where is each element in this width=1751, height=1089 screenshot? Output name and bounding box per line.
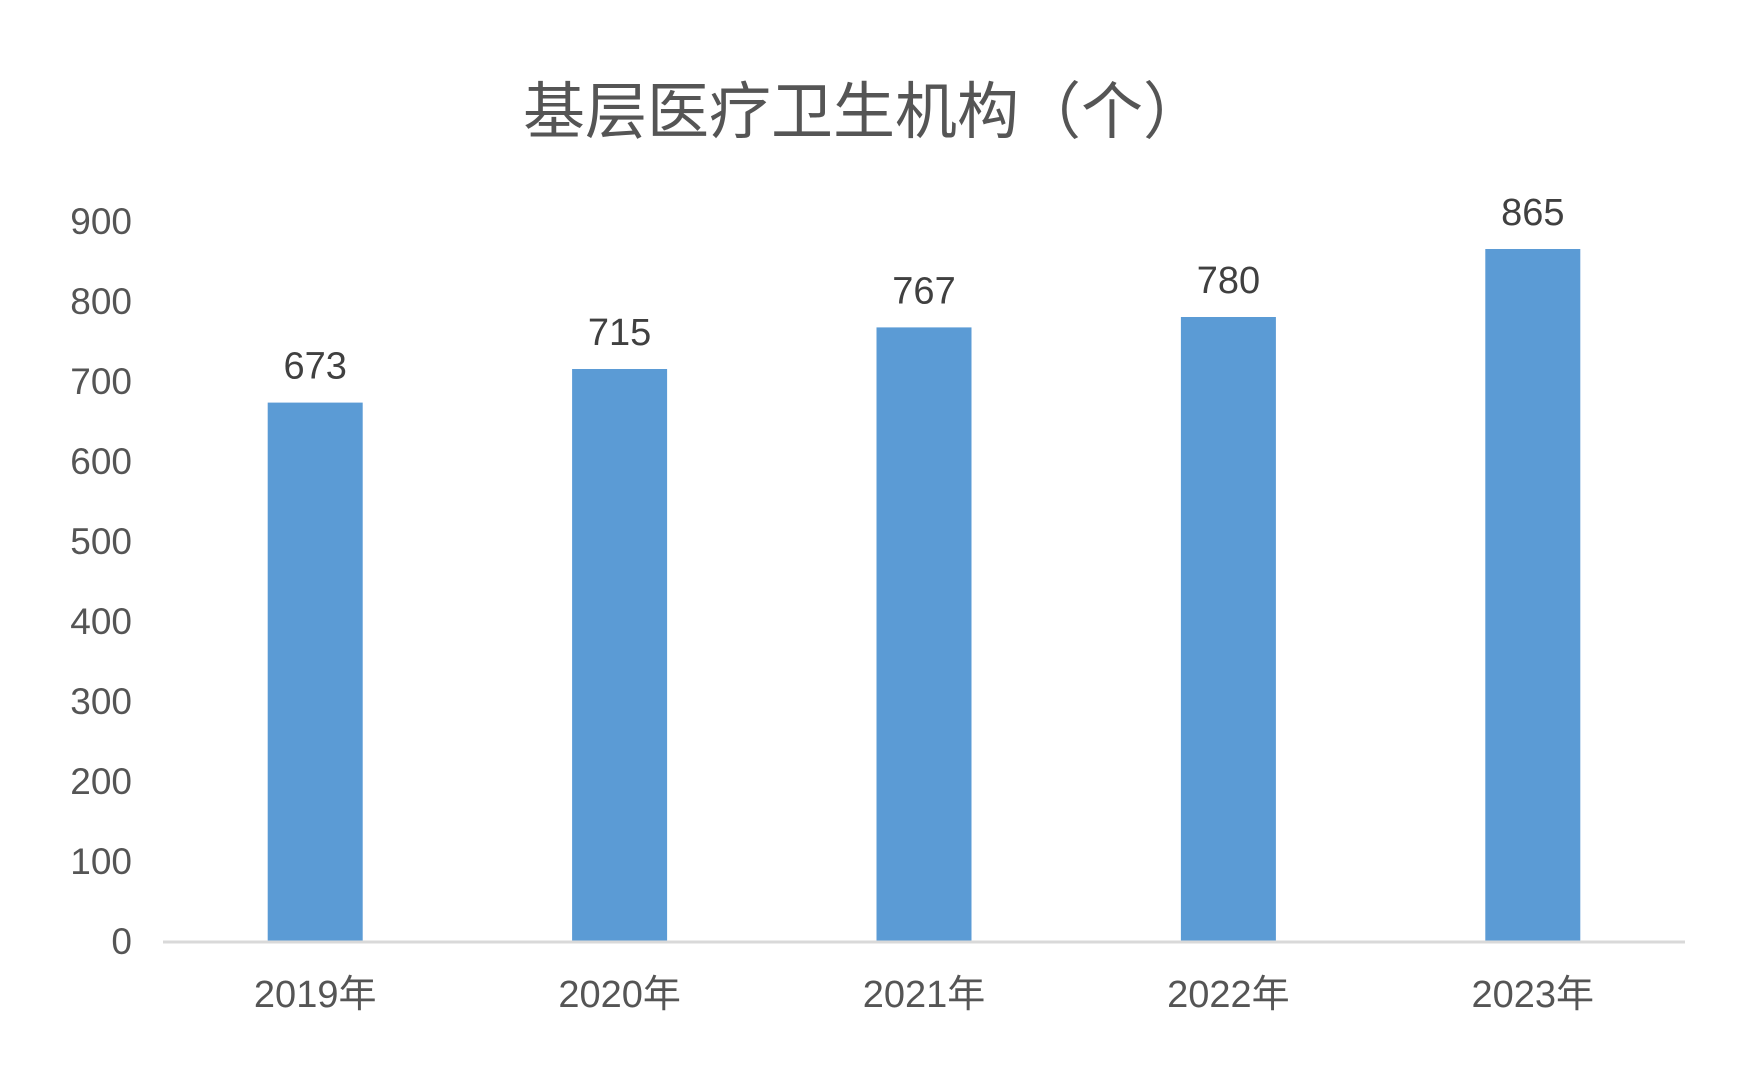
y-tick-label: 400 (70, 601, 132, 642)
y-tick-label: 0 (111, 921, 132, 962)
y-tick-label: 500 (70, 521, 132, 562)
y-tick-label: 800 (70, 281, 132, 322)
data-label: 715 (588, 312, 651, 354)
bar (572, 369, 668, 941)
bars-group (267, 249, 1581, 942)
data-label: 767 (892, 270, 955, 312)
x-tick-label: 2023年 (1472, 974, 1595, 1016)
data-label: 780 (1197, 260, 1260, 302)
bar (876, 327, 972, 941)
x-tick-label: 2019年 (254, 974, 377, 1016)
y-tick-label: 900 (70, 201, 132, 242)
data-labels-group: 673 715 767 780 865 (283, 192, 1564, 388)
y-tick-label: 200 (70, 761, 132, 802)
bar (1485, 249, 1581, 941)
bar (267, 402, 363, 942)
y-tick-label: 100 (70, 841, 132, 882)
x-axis-categories: 2019年 2020年 2021年 2022年 2023年 (254, 974, 1594, 1016)
y-axis-ticks: 0 100 200 300 400 500 600 700 800 900 (70, 201, 132, 962)
data-label: 865 (1501, 192, 1564, 234)
y-tick-label: 300 (70, 681, 132, 722)
x-tick-label: 2022年 (1167, 974, 1290, 1016)
y-tick-label: 600 (70, 441, 132, 482)
bar (1180, 317, 1276, 941)
x-tick-label: 2020年 (558, 974, 681, 1016)
x-tick-label: 2021年 (863, 974, 986, 1016)
data-label: 673 (283, 346, 346, 388)
chart-title: 基层医疗卫生机构（个） (523, 78, 1205, 147)
y-tick-label: 700 (70, 361, 132, 402)
